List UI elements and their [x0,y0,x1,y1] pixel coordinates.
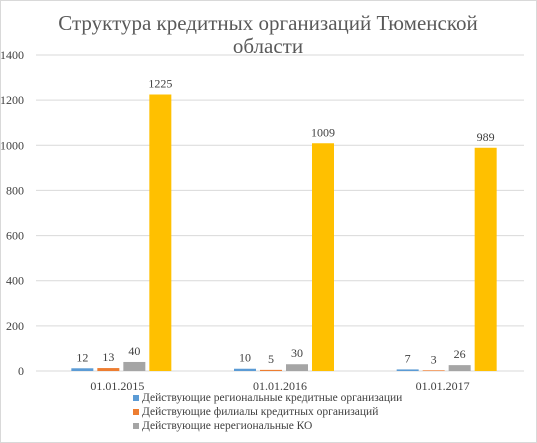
bar [71,368,94,371]
legend-swatch [133,395,139,401]
legend-swatch [133,409,139,415]
y-tick-label: 600 [6,229,24,243]
data-label: 40 [128,344,140,358]
data-label: 26 [454,347,466,361]
gridlines [36,54,524,372]
bar [234,368,256,371]
bar [123,361,146,371]
legend-label: Действующие филиалы кредитных организаци… [142,406,378,418]
legend-label: Действующие региональные кредитные орган… [142,392,402,404]
chart-title: Структура кредитных организаций Тюменско… [58,11,477,58]
data-label: 13 [102,350,114,364]
data-label: 989 [477,130,495,144]
data-label: 5 [268,352,274,366]
data-label: 7 [405,351,411,365]
y-tick-label: 800 [6,183,24,197]
bar [149,94,172,371]
x-category-label: 01.01.2016 [253,379,307,393]
x-category-label: 01.01.2017 [416,379,470,393]
data-labels: 12 13 40 1225 10 5 30 1009 7 3 26 989 [76,77,494,367]
x-category-label: 01.01.2015 [90,379,144,393]
bar [286,364,308,371]
bar [474,147,497,371]
legend-label: Действующие нерегиональные КО [142,420,312,432]
y-axis-ticks: 0 200 400 600 800 1000 1200 1400 [0,48,24,378]
data-label: 1225 [148,77,172,91]
bar [448,365,471,371]
bar [97,368,120,371]
data-label: 3 [431,352,437,366]
data-label: 12 [76,350,88,364]
y-tick-label: 0 [18,364,24,378]
chart-title-line: Структура кредитных организаций Тюменско… [58,11,477,35]
y-tick-label: 1000 [0,138,24,152]
legend: Действующие региональные кредитные орган… [133,392,402,432]
data-label: 1009 [311,125,335,139]
x-axis-categories: 01.01.2015 01.01.2016 01.01.2017 [90,379,469,393]
bar [312,143,334,371]
chart-title-line: области [233,34,303,58]
y-tick-label: 1200 [0,93,24,107]
y-tick-label: 1400 [0,48,24,62]
bar [260,369,282,371]
legend-swatch [133,423,139,429]
data-label: 10 [239,351,251,365]
bar [422,370,445,371]
bar [396,369,419,371]
data-label: 30 [291,346,303,360]
y-tick-label: 200 [6,319,24,333]
bars [71,94,497,371]
y-tick-label: 400 [6,274,24,288]
